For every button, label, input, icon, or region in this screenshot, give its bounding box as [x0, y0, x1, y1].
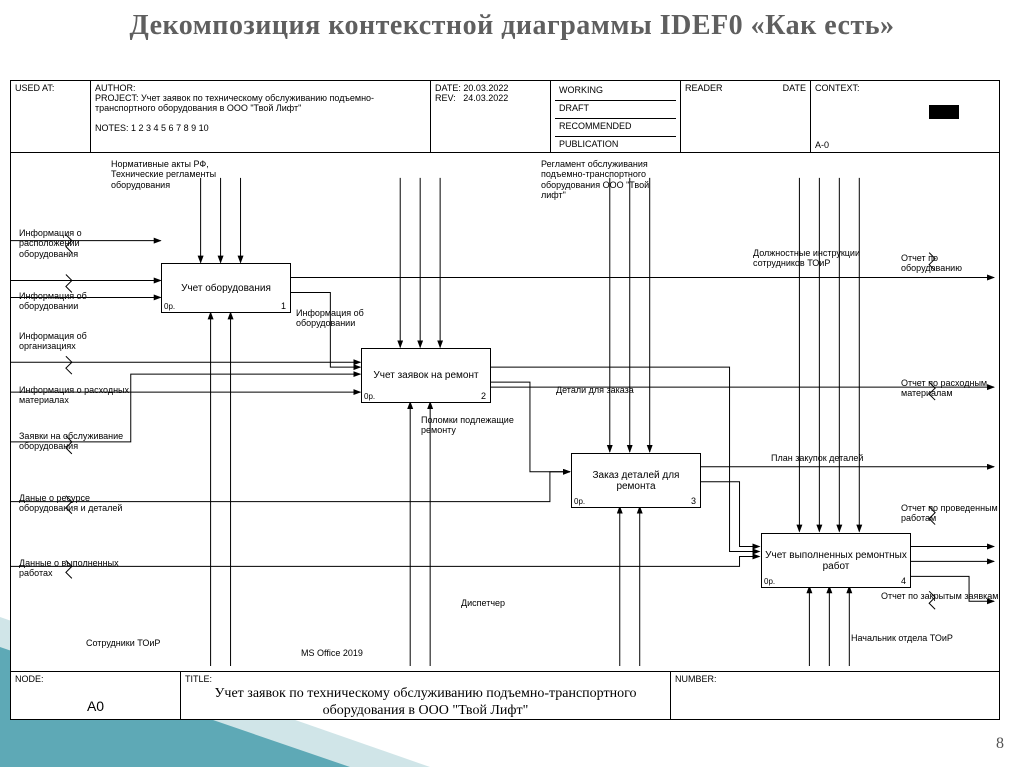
- page-title: Декомпозиция контекстной диаграммы IDEF0…: [0, 10, 1024, 42]
- activity-box-3: Заказ деталей для ремонта 0р. 3: [571, 453, 701, 508]
- number-label: NUMBER:: [675, 674, 717, 684]
- arrow-label: Детали для заказа: [556, 385, 634, 395]
- title-val: Учет заявок по техническому обслуживанию…: [185, 686, 666, 720]
- arrows-layer: [11, 153, 999, 671]
- status-draft: DRAFT: [555, 101, 676, 119]
- arrow-label: Информация об организациях: [19, 331, 139, 352]
- footer-row: NODE: A0 TITLE: Учет заявок по техническ…: [11, 671, 999, 719]
- arrow-label: План закупок деталей: [771, 453, 863, 463]
- arrow-label: Заявки на обслуживание оборудования: [19, 431, 139, 452]
- node-label: NODE:: [15, 674, 44, 684]
- reader-label: READER: [685, 83, 723, 93]
- diagram-area: Учет оборудования 0р. 1 Учет заявок на р…: [11, 153, 999, 671]
- status-rec: RECOMMENDED: [555, 119, 676, 137]
- activity-box-4: Учет выполненных ремонтных работ 0р. 4: [761, 533, 911, 588]
- arrow-label: Нормативные акты РФ, Технические регламе…: [111, 159, 231, 190]
- arrow-label: Информация о расходных материалах: [19, 385, 139, 406]
- box2-num: 2: [481, 391, 486, 401]
- context-marker: [929, 105, 959, 119]
- ftr-number: NUMBER:: [671, 672, 1000, 719]
- notes-label: NOTES:: [95, 123, 129, 133]
- arrow-label: Начальник отдела ТОиР: [851, 633, 953, 643]
- title-label: TITLE:: [185, 674, 212, 684]
- hdr-context: CONTEXT: A-0: [811, 81, 1000, 152]
- arrow-label: Данные о выполненных работах: [19, 558, 139, 579]
- author-label: AUTHOR:: [95, 83, 136, 93]
- box2-label: Учет заявок на ремонт: [373, 370, 478, 381]
- box3-label: Заказ деталей для ремонта: [574, 470, 698, 492]
- ftr-node: NODE: A0: [11, 672, 181, 719]
- arrow-label: MS Office 2019: [301, 648, 363, 658]
- box4-tag: 0р.: [764, 577, 775, 586]
- reader-date: DATE: [783, 83, 806, 93]
- arrow-label: Отчет по оборудованию: [901, 253, 999, 274]
- idef0-frame: USED AT: AUTHOR: PROJECT: Учет заявок по…: [10, 80, 1000, 720]
- arrow-label: Регламент обслуживания подъемно-транспор…: [541, 159, 661, 200]
- project-label: PROJECT:: [95, 93, 139, 103]
- context-node: A-0: [815, 140, 829, 150]
- hdr-date: DATE: 20.03.2022 REV: 24.03.2022: [431, 81, 551, 152]
- status-working: WORKING: [555, 83, 676, 101]
- arrow-label: Информация об оборудовании: [19, 291, 139, 312]
- arrow-label: Должностные инструкции сотрудников ТОиР: [753, 248, 873, 269]
- box2-tag: 0р.: [364, 392, 375, 401]
- arrow-label: Поломки подлежащие ремонту: [421, 415, 541, 436]
- box4-num: 4: [901, 576, 906, 586]
- box3-num: 3: [691, 496, 696, 506]
- hdr-author: AUTHOR: PROJECT: Учет заявок по техничес…: [91, 81, 431, 152]
- hdr-usedat: USED AT:: [11, 81, 91, 152]
- activity-box-2: Учет заявок на ремонт 0р. 2: [361, 348, 491, 403]
- ftr-title: TITLE: Учет заявок по техническому обслу…: [181, 672, 671, 719]
- box4-label: Учет выполненных ремонтных работ: [764, 550, 908, 572]
- arrow-label: Информация об оборудовании: [296, 308, 416, 329]
- arrow-label: Информация о расположении оборудования: [19, 228, 139, 259]
- date-label: DATE:: [435, 83, 461, 93]
- hdr-reader: READER DATE: [681, 81, 811, 152]
- notes-text: 1 2 3 4 5 6 7 8 9 10: [131, 123, 209, 133]
- box1-label: Учет оборудования: [181, 283, 271, 294]
- activity-box-1: Учет оборудования 0р. 1: [161, 263, 291, 313]
- hdr-status: WORKING DRAFT RECOMMENDED PUBLICATION: [551, 81, 681, 152]
- rev-val: 24.03.2022: [463, 93, 508, 103]
- arrow-label: Отчет по проведенным работам: [901, 503, 999, 524]
- arrow-label: Отчет по расходным материалам: [901, 378, 999, 399]
- arrow-label: Сотрудники ТОиР: [86, 638, 160, 648]
- arrow-label: Отчет по закрытым заявкам: [881, 591, 998, 601]
- box3-tag: 0р.: [574, 497, 585, 506]
- page-number: 8: [996, 735, 1004, 753]
- date-val: 20.03.2022: [463, 83, 508, 93]
- rev-label: REV:: [435, 93, 456, 103]
- node-val: A0: [15, 698, 176, 714]
- arrow-label: Диспетчер: [461, 598, 505, 608]
- arrow-label: Даные о ресурсе оборудования и деталей: [19, 493, 139, 514]
- context-label: CONTEXT:: [815, 83, 860, 93]
- box1-num: 1: [281, 301, 286, 311]
- box1-tag: 0р.: [164, 302, 175, 311]
- header-row: USED AT: AUTHOR: PROJECT: Учет заявок по…: [11, 81, 999, 153]
